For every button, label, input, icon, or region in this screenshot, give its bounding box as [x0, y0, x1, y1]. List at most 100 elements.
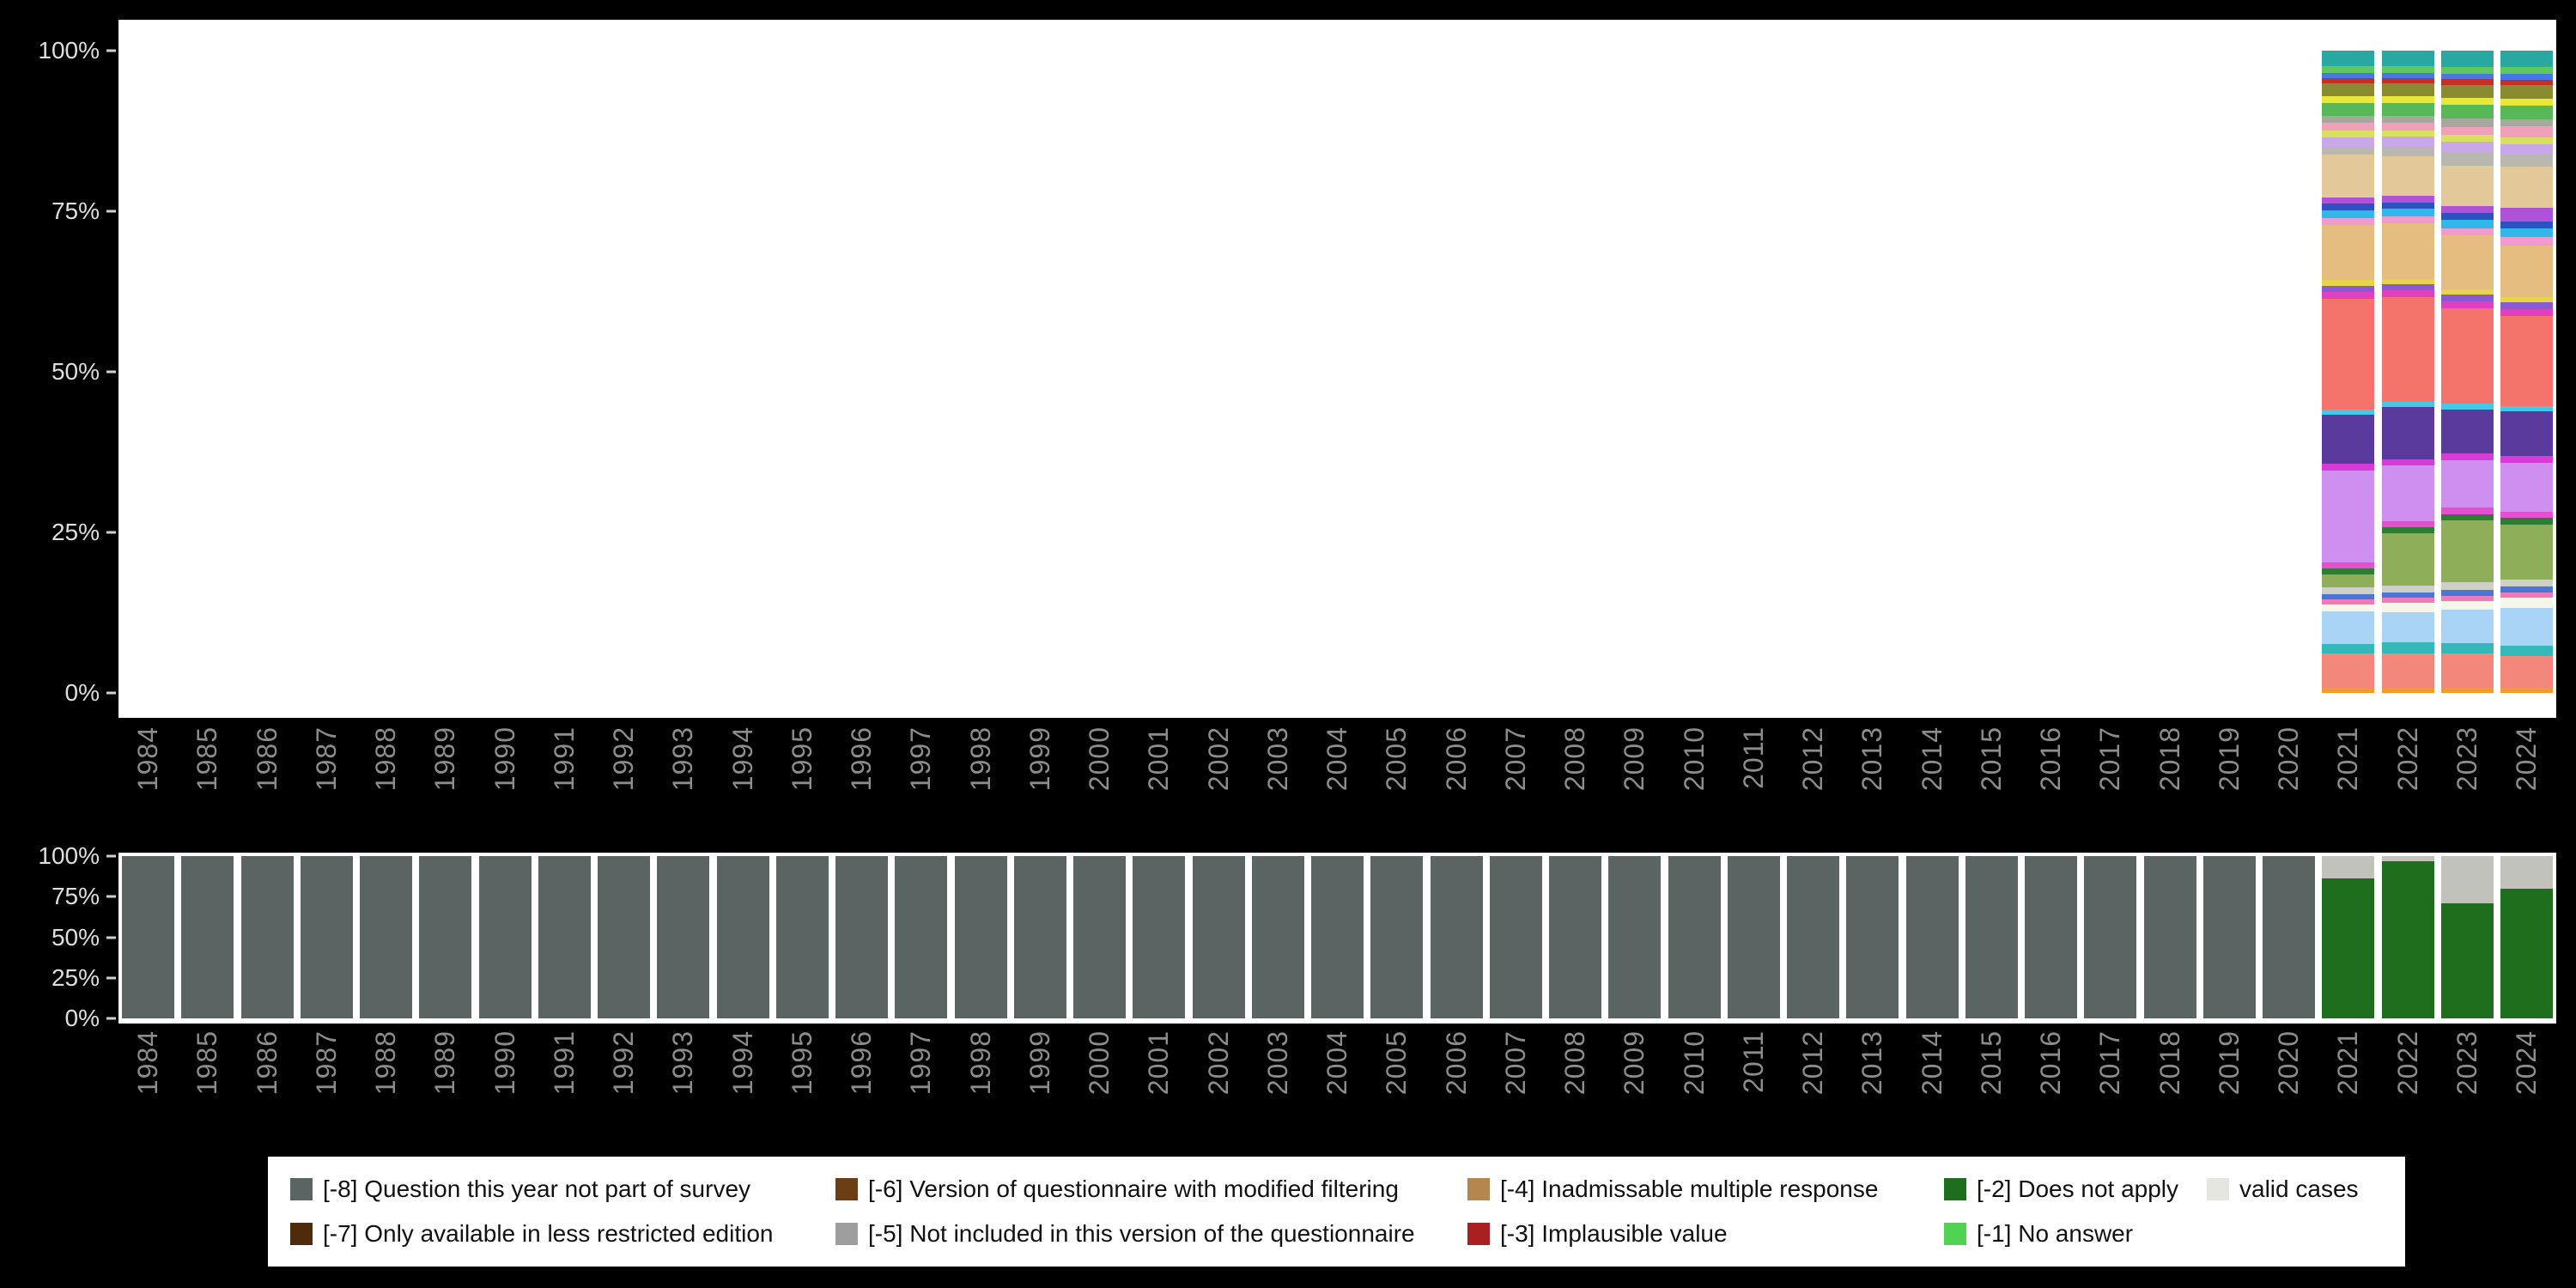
x-tick-cell: 2012: [1783, 1030, 1843, 1142]
x-tick-cell: 1985: [178, 726, 237, 838]
x-tick-label: 2004: [1321, 726, 1353, 791]
bar-segment: [1787, 856, 1839, 1018]
x-tick-cell: 2017: [2081, 726, 2140, 838]
bar-segment: [2382, 642, 2434, 654]
year-slot: [1308, 856, 1367, 1018]
x-tick-cell: 1990: [476, 726, 535, 838]
bar-segment: [2500, 99, 2553, 106]
x-tick-cell: 1992: [594, 726, 653, 838]
stacked-bar-1993: [657, 856, 709, 1018]
legend-label: valid cases: [2239, 1176, 2359, 1203]
x-tick-label: 2014: [1917, 1030, 1948, 1095]
x-tick-label: 2019: [2214, 1030, 2245, 1095]
stacked-bar-2022: [2382, 51, 2434, 693]
year-slot: [594, 51, 653, 693]
bar-segment: [835, 856, 888, 1018]
year-slot: [1546, 856, 1605, 1018]
x-tick-label: 2021: [2332, 1030, 2364, 1095]
x-tick-cell: 2009: [1605, 1030, 1664, 1142]
bar-segment: [2500, 155, 2553, 167]
legend-item: [-1] No answer: [1944, 1212, 2207, 1256]
bar-segment: [2500, 525, 2553, 580]
year-slot: [773, 51, 832, 693]
bar-segment: [2441, 142, 2494, 152]
y-tick-label: 75%: [5, 883, 100, 910]
bar-segment: [2441, 520, 2494, 581]
x-tick-label: 2003: [1262, 1030, 1294, 1095]
bar-segment: [2382, 284, 2434, 291]
stacked-bar-2006: [1431, 856, 1483, 1018]
bar-segment: [2500, 208, 2553, 222]
x-tick-cell: 1988: [356, 726, 416, 838]
x-tick-label: 2015: [1976, 726, 2008, 791]
x-tick-cell: 1992: [594, 1030, 653, 1142]
year-slot: [2021, 51, 2081, 693]
year-slot: [2200, 856, 2259, 1018]
bar-segment: [2500, 598, 2553, 608]
bar-segment: [2322, 155, 2374, 197]
x-tick-label: 2024: [2511, 1030, 2543, 1095]
bar-segment: [2322, 292, 2374, 299]
x-tick-label: 1998: [965, 1030, 997, 1095]
x-tick-label: 2008: [1559, 726, 1591, 791]
y-tick-mark: [106, 936, 116, 939]
x-tick-label: 1988: [370, 726, 402, 791]
y-tick-label: 25%: [5, 964, 100, 992]
y-tick-label: 0%: [5, 679, 100, 707]
x-tick-cell: 1987: [297, 1030, 356, 1142]
bar-segment: [2441, 308, 2494, 404]
bar-segment: [2084, 856, 2136, 1018]
stacked-bar-2002: [1193, 856, 1245, 1018]
bar-segment: [2322, 644, 2374, 653]
year-slot: [2438, 51, 2497, 693]
bar-segment: [2382, 216, 2434, 223]
x-tick-cell: 2015: [1962, 1030, 2021, 1142]
year-slot: [1486, 51, 1546, 693]
bar-segment: [2382, 123, 2434, 131]
bar-segment: [2441, 610, 2494, 644]
bar-segment: [1014, 856, 1066, 1018]
year-slot: [2141, 51, 2200, 693]
bar-segment: [2382, 203, 2434, 210]
x-tick-label: 1987: [311, 1030, 343, 1095]
x-tick-label: 1985: [191, 1030, 223, 1095]
missing-codes-plot-area: [118, 853, 2556, 1024]
bar-segment: [2322, 856, 2374, 878]
x-tick-label: 2016: [2035, 726, 2067, 791]
x-tick-cell: 1991: [535, 726, 594, 838]
x-tick-label: 1992: [608, 726, 640, 791]
stacked-bar-2009: [1608, 856, 1661, 1018]
bar-segment: [2441, 85, 2494, 99]
x-tick-label: 2012: [1797, 1030, 1829, 1095]
x-tick-label: 2005: [1381, 726, 1413, 791]
stacked-bar-1998: [955, 856, 1007, 1018]
legend-swatch-icon: [290, 1178, 313, 1200]
bar-segment: [2500, 126, 2553, 137]
year-slot: [1843, 856, 1902, 1018]
x-tick-label: 2007: [1500, 726, 1532, 791]
bar-segment: [2382, 586, 2434, 592]
bar-segment: [2500, 518, 2553, 525]
x-tick-cell: 2008: [1546, 726, 1605, 838]
year-slot: [594, 856, 653, 1018]
bar-segment: [2500, 51, 2553, 67]
x-tick-label: 2014: [1917, 726, 1948, 791]
year-slot: [535, 51, 594, 693]
bar-segment: [2322, 225, 2374, 281]
bar-segment: [2441, 67, 2494, 74]
y-tick-mark: [106, 532, 116, 534]
year-slot: [118, 856, 178, 1018]
x-tick-label: 1995: [787, 726, 818, 791]
x-tick-cell: 1993: [653, 1030, 713, 1142]
bar-segment: [419, 856, 471, 1018]
bar-segment: [2500, 144, 2553, 155]
x-tick-cell: 1999: [1011, 1030, 1070, 1142]
x-tick-cell: 2006: [1427, 1030, 1486, 1142]
bar-segment: [2382, 116, 2434, 123]
bar-segment: [2322, 415, 2374, 464]
x-tick-label: 2010: [1679, 1030, 1710, 1095]
bar-segment: [1193, 856, 1245, 1018]
x-tick-cell: 2015: [1962, 726, 2021, 838]
x-tick-cell: 2005: [1367, 1030, 1426, 1142]
bar-segment: [2441, 301, 2494, 308]
